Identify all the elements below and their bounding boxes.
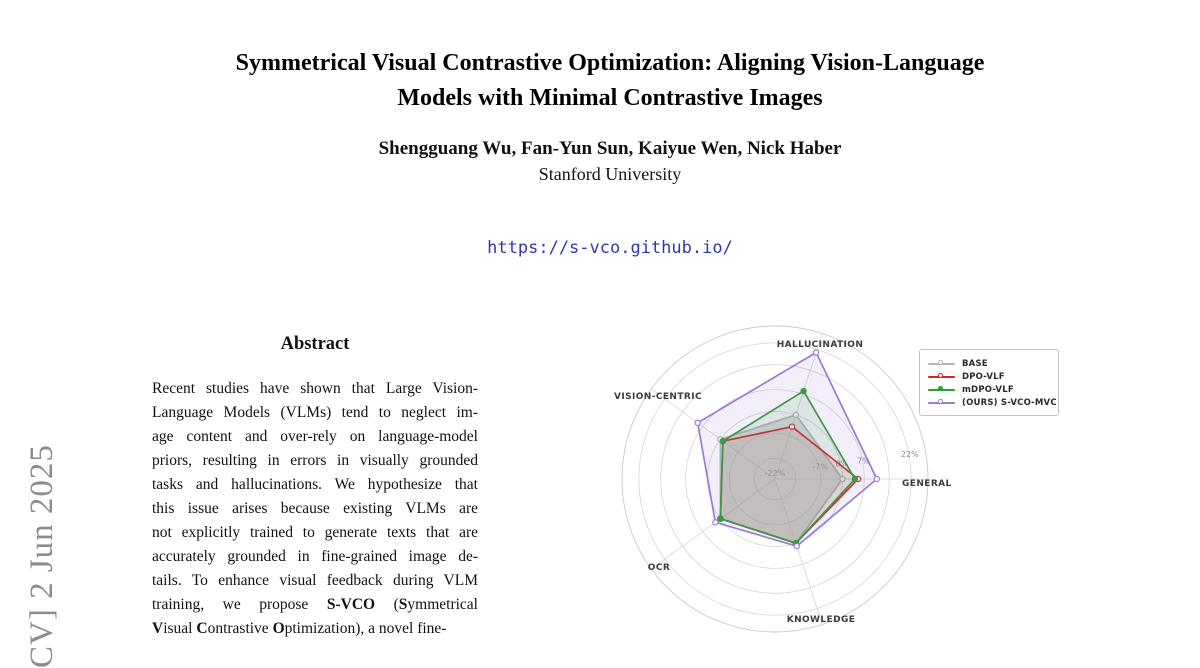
- radar-series-mdpo-vlf: [719, 390, 856, 545]
- legend-item--ours-s-vco-mvc: (OURS) S-VCO-MVC: [928, 396, 1057, 409]
- teaser-figure: -22% -7% 0% 7% 22% HALLUCINATION GENERAL KNOWLE…: [590, 325, 1060, 648]
- affiliation: Stanford University: [538, 164, 682, 184]
- arxiv-stamp: CV] 2 Jun 2025: [24, 444, 60, 668]
- abstract-line: accurately grounded in fine-grained imag…: [152, 548, 478, 565]
- abstract-line: not explicitly trained to generate texts…: [152, 524, 478, 541]
- paper-title-line1: Symmetrical Visual Contrastive Optimizat…: [235, 50, 985, 76]
- radar-series--ours-s-vco-mvc: [696, 351, 878, 548]
- radar-marker: [788, 423, 796, 430]
- abstract-line: Language Models (VLMs) tend to neglect i…: [152, 404, 478, 421]
- radar-marker: [812, 349, 820, 356]
- paper-title: Symmetrical Visual Contrastive Optimizat…: [110, 46, 1110, 116]
- abstract-line: training, we propose S-VCO (Symmetrical: [152, 596, 478, 613]
- abstract-line: priors, resulting in errors in visually …: [152, 452, 478, 469]
- legend-label: BASE: [962, 358, 988, 369]
- abstract-section: Abstract Recent studies have shown that …: [152, 334, 478, 641]
- legend-swatch-line: [928, 373, 955, 378]
- radar-marker: [712, 519, 719, 526]
- paper-header: Symmetrical Visual Contrastive Optimizat…: [110, 46, 1110, 185]
- legend-marker-icon: [938, 360, 943, 365]
- radar-marker: [717, 515, 724, 522]
- abstract-heading: Abstract: [280, 334, 350, 354]
- radar-marker: [839, 475, 846, 483]
- radar-tick-label: -7%: [812, 463, 828, 472]
- radar-legend: BASE DPO-VLF mDPO-VLF (OURS) S-VCO-MVC: [919, 349, 1059, 416]
- radar-marker: [800, 387, 807, 395]
- authors: Shengguang Wu, Fan-Yun Sun, Kaiyue Wen, …: [378, 138, 842, 159]
- radar-tick-label: 7%: [857, 457, 870, 466]
- legend-label: (OURS) S-VCO-MVC: [962, 397, 1057, 408]
- radar-tick-label: 22%: [901, 450, 919, 459]
- radar-marker: [873, 475, 881, 483]
- legend-label: DPO-VLF: [962, 371, 1005, 382]
- legend-marker-icon: [938, 386, 943, 391]
- radar-marker: [851, 475, 859, 483]
- legend-swatch-line: [928, 386, 955, 391]
- legend-item-mdpo-vlf: mDPO-VLF: [928, 383, 1050, 396]
- radar-tick-label: 0%: [835, 460, 848, 469]
- radar-marker: [719, 437, 727, 445]
- radar-spoke: [774, 333, 823, 480]
- abstract-text: Recent studies have shown that Large Vis…: [152, 377, 478, 641]
- radar-marker: [793, 542, 801, 550]
- abstract-line: Visual Contrastive Optimization), a nove…: [152, 620, 447, 637]
- legend-swatch-line: [928, 360, 955, 365]
- legend-marker-icon: [938, 373, 943, 378]
- abstract-line: tasks and hallucinations. We hypothesize…: [152, 476, 478, 493]
- legend-swatch-line: [928, 399, 955, 404]
- abstract-line: Recent studies have shown that Large Vis…: [152, 380, 478, 397]
- abstract-line: tails. To enhance visual feedback during…: [152, 572, 478, 589]
- radar-marker: [694, 419, 701, 427]
- radar-spoke: [774, 478, 823, 625]
- legend-item-dpo-vlf: DPO-VLF: [928, 370, 1050, 383]
- radar-marker: [792, 411, 800, 419]
- radar-axis-label-knowledge: KNOWLEDGE: [787, 615, 856, 625]
- radar-tick-label: -22%: [765, 469, 786, 478]
- paper-title-line2: Models with Minimal Contrastive Images: [397, 85, 823, 111]
- radar-axis-label-hallucination: HALLUCINATION: [777, 340, 864, 350]
- legend-marker-icon: [938, 399, 943, 404]
- radar-axis-label-vision-centric: VISION-CENTRIC: [614, 392, 702, 402]
- legend-item-base: BASE: [928, 357, 1050, 370]
- legend-label: mDPO-VLF: [962, 384, 1014, 395]
- radar-spoke: [650, 388, 776, 480]
- radar-chart: -22% -7% 0% 7% 22% HALLUCINATION GENERAL KNOWLE…: [614, 325, 952, 633]
- project-url-link[interactable]: https://s-vco.github.io/: [487, 238, 733, 258]
- radar-axis-label-ocr: OCR: [648, 563, 670, 573]
- abstract-line: age content and over-rely on language-mo…: [152, 428, 478, 445]
- abstract-line: this issue arises because existing VLMs …: [152, 500, 478, 517]
- radar-axis-label-general: GENERAL: [902, 479, 952, 489]
- project-url-wrap: https://s-vco.github.io/: [110, 238, 1110, 258]
